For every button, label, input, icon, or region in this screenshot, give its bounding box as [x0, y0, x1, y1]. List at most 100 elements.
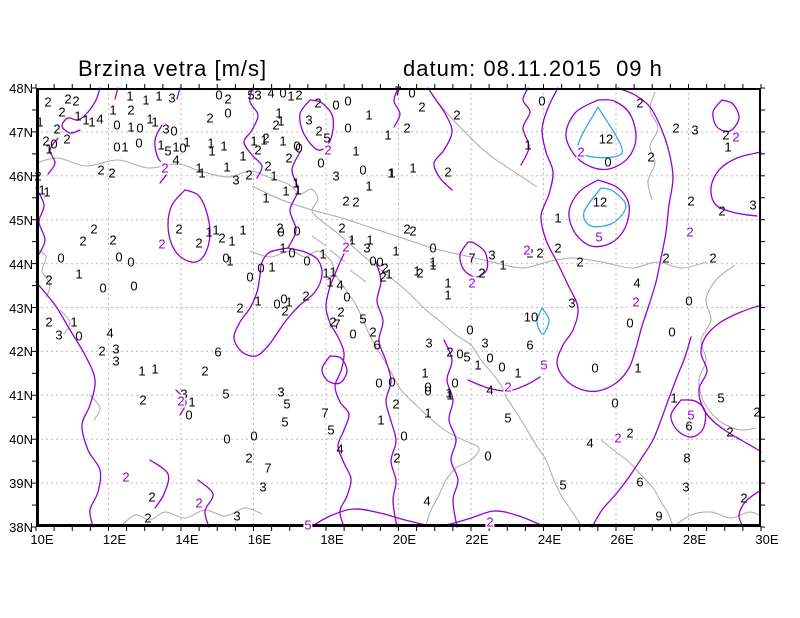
wind-speed-value: 1 [223, 159, 231, 175]
wind-speed-value: 5 [247, 87, 255, 103]
wind-speed-value: 1 [226, 253, 234, 269]
wind-speed-value: 2 [45, 272, 53, 288]
wind-speed-value: 0 [424, 383, 432, 399]
wind-speed-value: 2 [381, 260, 389, 276]
lat-axis-label: 40N [9, 432, 33, 448]
wind-speed-value: 2 [393, 450, 401, 466]
lon-axis-label: 26E [610, 532, 634, 547]
contour-level-label: 2 [341, 239, 351, 255]
lon-axis-label: 12E [102, 532, 127, 547]
wind-speed-value: 1 [514, 365, 522, 381]
contour-line-purple [738, 489, 762, 528]
wind-speed-value: 12 [598, 131, 614, 147]
contour-line-purple [233, 247, 323, 357]
wind-speed-value: 1 [670, 390, 678, 406]
wind-speed-value: 2 [108, 165, 116, 181]
coastline [600, 439, 674, 528]
wind-speed-value: 2 [44, 94, 52, 110]
wind-speed-value: 2 [329, 314, 337, 330]
wind-speed-value: 2 [245, 167, 253, 183]
wind-speed-value: 2 [63, 131, 71, 147]
wind-speed-value: 1 [275, 105, 283, 121]
contour-level-label: 2 [160, 160, 170, 176]
wind-speed-value: 1 [151, 114, 159, 130]
wind-speed-value: 2 [148, 489, 156, 505]
contour-line-purple [149, 459, 170, 509]
wind-speed-value: 1 [287, 88, 295, 104]
coastline [647, 91, 659, 201]
map-title: Brzina vetra [m/s] [78, 56, 268, 81]
wind-speed-value: 5 [283, 396, 291, 412]
wind-speed-value: 0 [215, 87, 223, 103]
coastline [431, 94, 538, 188]
wind-speed-value: 2 [58, 104, 66, 120]
wind-speed-value: 7 [264, 460, 272, 476]
wind-speed-value: 0 [170, 123, 178, 139]
wind-speed-value: 2 [90, 221, 98, 237]
wind-speed-value: 1 [239, 222, 247, 238]
wind-speed-value: 9 [655, 508, 663, 524]
wind-speed-value: 2 [337, 304, 345, 320]
contour-line-purple [520, 87, 531, 166]
contour-line-purple [375, 261, 398, 528]
wind-speed-value: 4 [106, 325, 114, 341]
map-frame [36, 88, 761, 527]
wind-speed-value: 5 [559, 477, 567, 493]
contour-level-label: 2 [685, 224, 695, 240]
wind-speed-value: 2 [416, 265, 424, 281]
lon-axis-label: 16E [247, 532, 272, 547]
wind-speed-value: 0 [369, 253, 377, 269]
wind-speed-value: 3 [162, 121, 170, 137]
wind-speed-value: 3 [55, 327, 63, 343]
wind-speed-value: 1 [239, 148, 247, 164]
lon-axis-label: 22E [465, 532, 489, 547]
wind-speed-value: 5 [359, 311, 367, 327]
lat-axis-label: 38N [9, 520, 33, 535]
wind-speed-value: 0 [246, 269, 254, 285]
wind-speed-value: 1 [126, 88, 134, 104]
wind-speed-value: 2 [139, 392, 147, 408]
wind-speed-value: 1 [348, 232, 356, 248]
wind-speed-value: 2 [626, 425, 634, 441]
wind-speed-value: 3 [254, 87, 262, 103]
wind-speed-value: 1 [228, 233, 236, 249]
wind-speed-value: 0 [611, 395, 619, 411]
wind-speed-value: 4 [586, 435, 594, 451]
wind-speed-value: 5 [281, 414, 289, 430]
wind-speed-value: 0 [179, 140, 187, 156]
wind-speed-value: 0 [99, 280, 107, 296]
wind-speed-value: 0 [376, 254, 384, 270]
contour-line-purple [197, 479, 214, 528]
wind-speed-value: 7 [394, 83, 402, 99]
coastline [251, 185, 707, 269]
wind-speed-value: 2 [636, 95, 644, 111]
wind-speed-value: 2 [144, 510, 152, 526]
wind-speed-value: 5 [504, 410, 512, 426]
lat-axis-label: 41N [9, 388, 33, 404]
wind-speed-value: 1 [155, 88, 163, 104]
lat-axis-label: 46N [9, 168, 33, 184]
wind-speed-value: 1 [220, 138, 228, 154]
wind-speed-value: 2 [276, 220, 284, 236]
wind-speed-value: 0 [135, 135, 143, 151]
wind-speed-value: 0 [484, 448, 492, 464]
wind-speed-value: 1 [277, 113, 285, 129]
wind-speed-value: 2 [726, 424, 734, 440]
wind-speed-value: 1 [319, 246, 327, 262]
wind-speed-value: 2 [446, 344, 454, 360]
wind-speed-value: 1 [74, 108, 82, 124]
wind-speed-value: 1 [254, 293, 262, 309]
wind-speed-value: 2 [662, 250, 670, 266]
wind-speed-value: 1 [142, 92, 150, 108]
wind-speed-value: 0 [332, 97, 340, 113]
wind-speed-value: 0 [388, 374, 396, 390]
wind-speed-value: 2 [97, 162, 105, 178]
wind-speed-value: 1 [429, 257, 437, 273]
wind-speed-value: 0 [293, 223, 301, 239]
contour-line-purple [243, 87, 263, 179]
wind-speed-value: 2 [722, 127, 730, 143]
wind-speed-value: 1 [279, 133, 287, 149]
contour-line-purple [568, 179, 630, 248]
contour-level-label: 5 [594, 229, 604, 245]
